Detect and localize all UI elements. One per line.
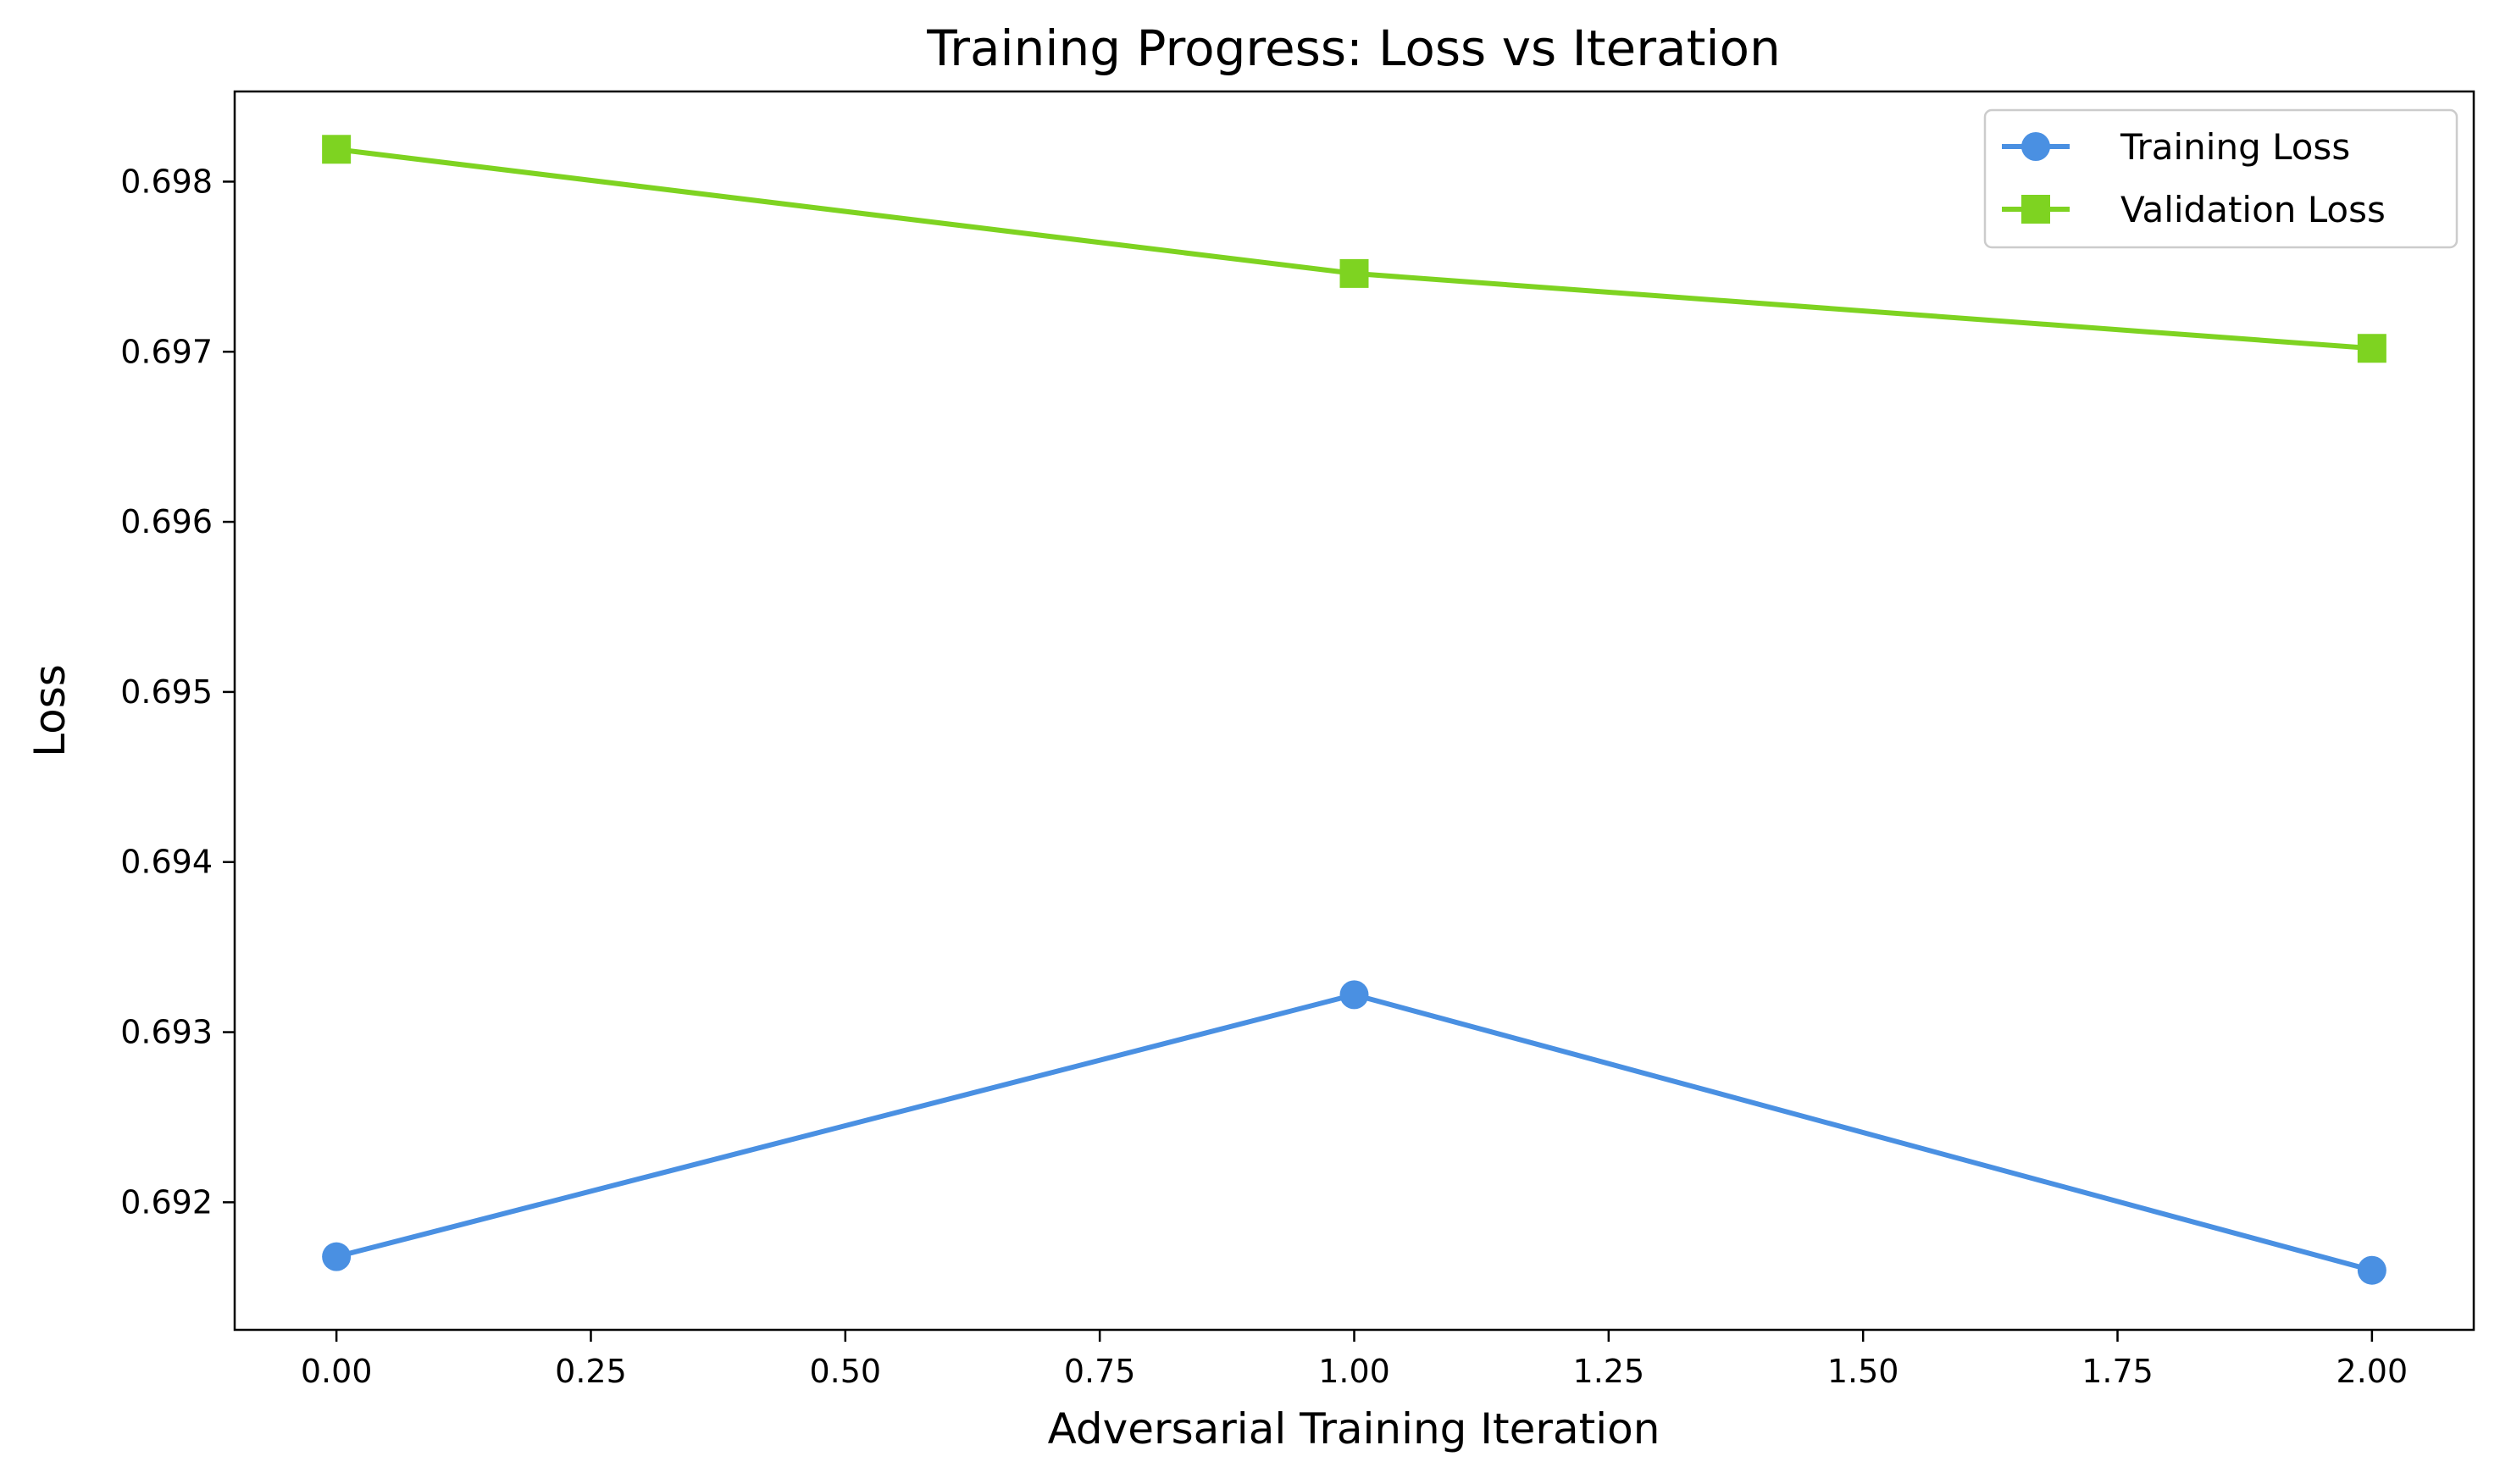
y-tick-label: 0.694	[120, 844, 213, 881]
y-tick-label: 0.696	[120, 503, 213, 540]
x-tick-label: 0.75	[1064, 1353, 1136, 1390]
legend-marker	[2021, 132, 2050, 161]
data-point-training-loss	[2357, 1255, 2386, 1285]
y-axis: 0.692 0.693 0.694 0.695 0.696 0.697 0.698	[120, 163, 235, 1221]
x-tick-label: 1.50	[1827, 1353, 1899, 1390]
x-tick-label: 0.25	[555, 1353, 627, 1390]
x-tick-label: 1.25	[1573, 1353, 1645, 1390]
legend-label: Training Loss	[2120, 126, 2350, 168]
legend: Training Loss Validation Loss	[1983, 108, 2458, 249]
y-tick-label: 0.692	[120, 1183, 213, 1221]
x-axis: 0.00 0.25 0.50 0.75 1.00 1.25 1.50 1.75 2.00	[301, 1330, 2408, 1390]
legend-label: Validation Loss	[2120, 189, 2386, 230]
x-tick-label: 1.00	[1318, 1353, 1390, 1390]
x-tick-label: 2.00	[2336, 1353, 2409, 1390]
x-tick-label: 0.00	[301, 1353, 373, 1390]
data-point-validation-loss	[1339, 258, 1369, 288]
x-tick-label: 1.75	[2081, 1353, 2154, 1390]
y-tick-label: 0.697	[120, 333, 213, 370]
legend-marker	[2021, 195, 2050, 224]
x-axis-title: Adversarial Training Iteration	[1048, 1404, 1660, 1454]
data-point-training-loss	[322, 1242, 352, 1271]
data-point-validation-loss	[2357, 334, 2386, 363]
y-tick-label: 0.693	[120, 1014, 213, 1051]
y-axis-title: Loss	[25, 664, 75, 757]
x-tick-label: 0.50	[810, 1353, 882, 1390]
data-point-training-loss	[1339, 980, 1369, 1010]
legend-box	[1983, 108, 2458, 249]
y-tick-label: 0.695	[120, 673, 213, 711]
y-tick-label: 0.698	[120, 163, 213, 200]
data-point-validation-loss	[322, 135, 352, 164]
series-line-training-loss	[333, 992, 2375, 1274]
plot-area	[322, 135, 2386, 1285]
chart-title: Training Progress: Loss vs Iteration	[926, 19, 1780, 77]
